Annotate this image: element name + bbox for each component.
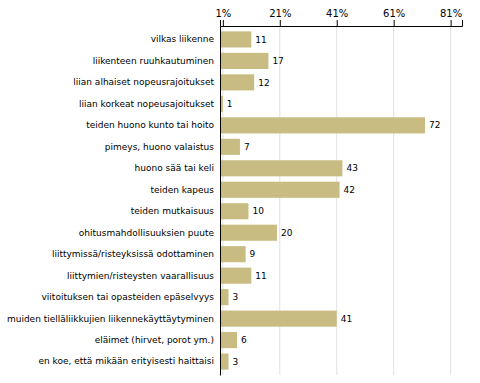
y-tick: pimeys, huono valaistus (105, 142, 220, 152)
y-tick-label: vilkas liikenne (151, 34, 215, 44)
data-label: 20 (281, 228, 293, 238)
y-tick: vilkas liikenne (151, 34, 220, 44)
x-tick-mark (280, 20, 281, 26)
y-tick: viitoituksen tai opasteiden epäselvyys (42, 292, 220, 302)
x-tick: 81% (440, 8, 462, 26)
y-tick: liikenteen ruuhkautuminen (93, 56, 220, 66)
data-label: 41 (341, 314, 352, 324)
y-tick-label: huono sää tai keli (135, 163, 214, 173)
x-tick: 41% (326, 8, 348, 26)
x-tick-label: 1% (215, 8, 231, 19)
bar (220, 139, 240, 155)
y-tick-label: eläimet (hirvet, porot ym.) (95, 335, 214, 345)
bar (220, 31, 251, 47)
grid-line (450, 26, 451, 375)
y-tick: huono sää tai keli (135, 163, 220, 173)
bar (220, 311, 337, 327)
data-label: 3 (233, 292, 239, 302)
chart-svg: 1% 21% 41% 61% 81% vilkas liikenne liikenteen … (0, 0, 480, 383)
y-tick-label: teiden huono kunto tai hoito (86, 120, 214, 130)
x-tick-mark (337, 20, 338, 26)
bar (220, 117, 425, 133)
data-label: 43 (346, 163, 357, 173)
bar (220, 203, 248, 219)
y-tick: liian korkeat nopeusajoitukset (79, 99, 220, 109)
x-tick-label: 81% (440, 8, 462, 19)
y-axis: vilkas liikenne liikenteen ruuhkautuminen… (7, 27, 221, 376)
y-axis-line (220, 27, 221, 376)
y-tick-label: viitoituksen tai opasteiden epäselvyys (42, 292, 215, 302)
y-tick-label: liian korkeat nopeusajoitukset (79, 99, 215, 109)
y-tick-label: liian alhaiset nopeusrajoitukset (73, 77, 214, 87)
data-label: 9 (250, 249, 256, 259)
y-tick-label: pimeys, huono valaistus (105, 142, 215, 152)
data-label: 1 (227, 99, 233, 109)
grid-line (393, 26, 394, 375)
chart-container: 1% 21% 41% 61% 81% vilkas liikenne liikenteen … (0, 0, 480, 383)
x-tick-mark (223, 20, 224, 26)
data-label: 11 (255, 35, 266, 45)
data-label: 6 (241, 335, 247, 345)
bar (220, 160, 342, 176)
data-label: 7 (244, 142, 250, 152)
bar (220, 354, 229, 370)
data-label: 3 (233, 357, 239, 367)
bar (220, 332, 237, 348)
bar (220, 246, 246, 262)
data-label: 12 (258, 78, 269, 88)
data-label: 11 (255, 271, 266, 281)
y-tick-label: muiden tielläliikkujien liikennekäyttäyt… (7, 314, 214, 324)
bars (220, 31, 425, 369)
x-tick-mark (394, 20, 395, 26)
x-tick: 21% (269, 8, 291, 26)
data-label: 10 (252, 206, 264, 216)
y-tick: teiden mutkaisuus (131, 206, 220, 216)
data-label: 42 (344, 185, 355, 195)
bar (220, 53, 268, 69)
x-axis: 1% 21% 41% 61% 81% (215, 8, 462, 27)
y-tick: eläimet (hirvet, porot ym.) (95, 335, 220, 345)
y-tick-label: liittymien/risteysten vaarallisuus (67, 271, 214, 281)
y-tick: liittymissä/risteyksissä odottaminen (52, 249, 220, 259)
y-tick-label: liikenteen ruuhkautuminen (93, 56, 214, 66)
data-labels: 11 17 12 1 72 7 43 42 10 20 9 11 3 41 6 3 (227, 35, 441, 367)
y-tick-label: teiden mutkaisuus (131, 206, 215, 216)
y-tick-label: teiden kapeus (150, 185, 214, 195)
y-tick: en koe, että mikään erityisesti haittais… (38, 356, 220, 366)
x-tick-label: 21% (269, 8, 291, 19)
x-tick-mark (451, 20, 452, 26)
plot: 1% 21% 41% 61% 81% vilkas liikenne liikenteen … (7, 8, 463, 376)
bar (220, 268, 251, 284)
y-tick: liittymien/risteysten vaarallisuus (67, 271, 220, 281)
y-tick: ohitusmahdollisuuksien puute (79, 228, 220, 238)
x-tick-label: 41% (326, 8, 348, 19)
x-tick: 1% (215, 8, 231, 26)
x-tick: 61% (383, 8, 405, 26)
y-tick: teiden kapeus (150, 185, 220, 195)
y-tick-label: en koe, että mikään erityisesti haittais… (38, 356, 214, 366)
x-axis-line (221, 20, 463, 27)
y-tick-label: ohitusmahdollisuuksien puute (79, 228, 215, 238)
y-tick: liian alhaiset nopeusrajoitukset (73, 77, 220, 87)
y-tick: teiden huono kunto tai hoito (86, 120, 220, 130)
bar (220, 289, 229, 305)
bar (220, 74, 254, 90)
x-tick-label: 61% (383, 8, 405, 19)
bar (220, 182, 340, 198)
y-tick: muiden tielläliikkujien liikennekäyttäyt… (7, 314, 220, 324)
data-label: 72 (429, 120, 440, 130)
bar (220, 225, 277, 241)
data-label: 17 (272, 56, 283, 66)
y-tick-label: liittymissä/risteyksissä odottaminen (52, 249, 214, 259)
